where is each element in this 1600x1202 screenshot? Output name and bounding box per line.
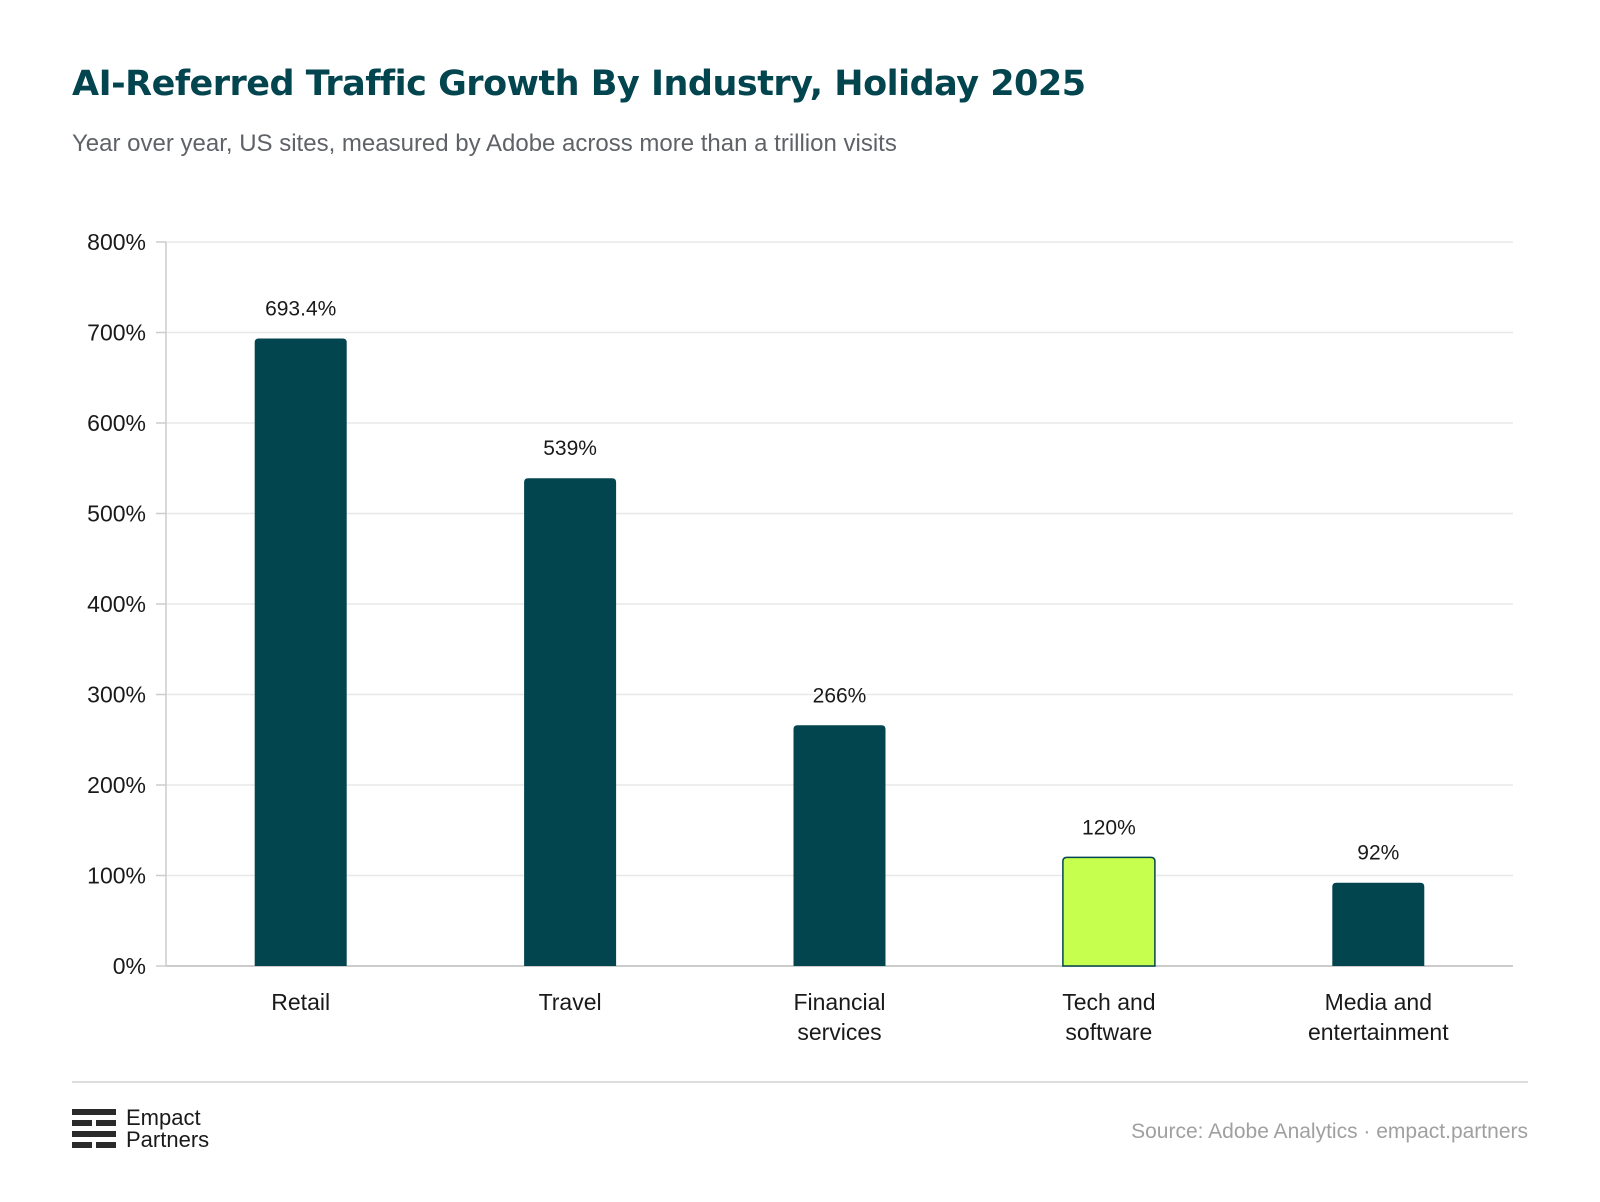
chart-subtitle: Year over year, US sites, measured by Ad… bbox=[72, 130, 897, 157]
data-label: 120% bbox=[1082, 816, 1136, 839]
source-note: Source: Adobe Analytics · empact.partner… bbox=[1131, 1120, 1528, 1143]
empact-partners-logo: Empact Partners bbox=[72, 1107, 209, 1151]
x-tick-label: Financial bbox=[793, 989, 885, 1015]
x-tick-label: Retail bbox=[271, 989, 330, 1015]
y-tick-label: 200% bbox=[87, 772, 146, 798]
y-tick-label: 400% bbox=[87, 591, 146, 617]
footer-divider bbox=[72, 1081, 1528, 1083]
data-label: 539% bbox=[543, 437, 597, 460]
x-tick-label: Travel bbox=[539, 989, 602, 1015]
x-tick-label: Tech and bbox=[1062, 989, 1155, 1015]
y-tick-label: 100% bbox=[87, 863, 146, 889]
y-tick-label: 300% bbox=[87, 682, 146, 708]
y-tick-label: 700% bbox=[87, 320, 146, 346]
y-tick-label: 600% bbox=[87, 410, 146, 436]
bar bbox=[524, 478, 617, 966]
x-tick-label: entertainment bbox=[1308, 1019, 1449, 1045]
y-tick-label: 500% bbox=[87, 501, 146, 527]
logo-wordmark: Empact Partners bbox=[126, 1107, 209, 1151]
bar-chart: 0% 100% 200% 300% 400% 500% 600% 700% 800% 693.4%… bbox=[87, 229, 1513, 1045]
data-label: 92% bbox=[1357, 842, 1399, 865]
bar bbox=[1332, 882, 1425, 966]
y-tick-label: 0% bbox=[113, 953, 146, 979]
logo-line-2: Partners bbox=[126, 1127, 210, 1152]
data-label: 693.4% bbox=[265, 297, 336, 320]
x-tick-label: services bbox=[797, 1019, 881, 1045]
y-tick-label: 800% bbox=[87, 229, 146, 255]
x-tick-label: software bbox=[1065, 1019, 1152, 1045]
data-label: 266% bbox=[813, 684, 867, 707]
bar bbox=[793, 725, 886, 966]
empact-stripes-icon bbox=[72, 1109, 116, 1148]
x-tick-label: Media and bbox=[1325, 989, 1432, 1015]
bar bbox=[254, 338, 347, 966]
logo-line-1: Empact bbox=[126, 1105, 201, 1130]
chart-title: AI-Referred Traffic Growth By Industry, … bbox=[72, 64, 1086, 104]
bar bbox=[1062, 856, 1156, 967]
